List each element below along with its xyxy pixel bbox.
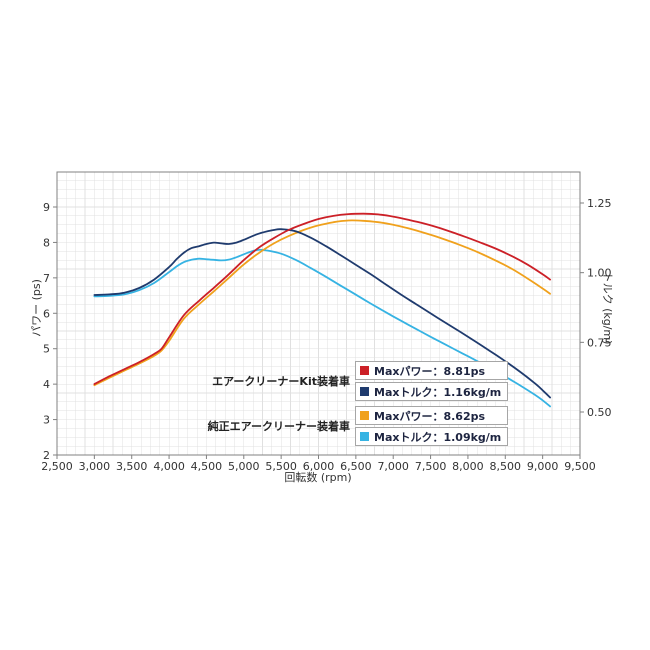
y-right-tick-label: 0.75 (587, 336, 612, 349)
y-right-tick-label: 1.00 (587, 267, 612, 280)
y-right-tick-labels: 1.25 1.00 0.75 0.50 (587, 197, 612, 419)
x-tick-label: 4,500 (191, 460, 223, 473)
y-left-axis-title: パワー (ps) (30, 279, 43, 337)
y-left-tick-label: 5 (43, 343, 50, 356)
legend: エアークリーナーKit装着車 Maxパワー：8.81ps Maxトルク：1.16… (198, 361, 509, 446)
x-tick-label: 3,000 (79, 460, 111, 473)
y-left-tick-labels: 9 8 7 6 5 4 3 2 (43, 201, 50, 462)
series-curve-0 (93, 248, 551, 408)
x-tick-labels: 2,500 3,000 3,500 4,000 4,500 5,000 5,500 6,000… (41, 460, 596, 473)
legend-group-kit-label: エアークリーナーKit装着車 (212, 375, 350, 388)
y-left-tick-label: 3 (43, 414, 50, 427)
x-tick-label: 6,500 (340, 460, 372, 473)
x-tick-label: 3,500 (116, 460, 148, 473)
legend-item-stock-power: Maxパワー：8.62ps (355, 406, 509, 425)
legend-item-stock-torque-label: Maxトルク：1.09kg/m (374, 430, 502, 444)
y-left-tick-label: 7 (43, 272, 50, 285)
legend-item-stock-power-label: Maxパワー：8.62ps (374, 409, 486, 423)
legend-item-kit-power: Maxパワー：8.81ps (355, 361, 509, 380)
x-tick-label: 8,500 (490, 460, 522, 473)
y-left-tick-label: 6 (43, 307, 50, 320)
legend-group-stock-label: 純正エアークリーナー装着車 (207, 420, 350, 433)
y-left-tick-label: 2 (43, 449, 50, 462)
x-tick-label: 9,500 (564, 460, 596, 473)
y-left-tick-label: 4 (43, 378, 50, 391)
legend-item-stock-torque: Maxトルク：1.09kg/m (355, 427, 509, 446)
series-curves (93, 212, 551, 408)
x-tick-label: 7,500 (415, 460, 447, 473)
series-curve-3 (93, 212, 551, 385)
y-right-tick-label: 0.50 (587, 406, 612, 419)
x-tick-label: 4,000 (153, 460, 185, 473)
x-axis-title: 回転数 (rpm) (284, 471, 352, 484)
x-tick-label: 7,000 (377, 460, 409, 473)
x-tick-label: 5,500 (265, 460, 297, 473)
x-tick-label: 6,000 (303, 460, 335, 473)
kit-power-swatch-icon (360, 366, 369, 375)
x-tick-label: 5,000 (228, 460, 260, 473)
x-tick-label: 9,000 (527, 460, 559, 473)
kit-torque-swatch-icon (360, 387, 369, 396)
legend-item-kit-torque: Maxトルク：1.16kg/m (355, 382, 509, 401)
y-right-tick-label: 1.25 (587, 197, 612, 210)
stock-torque-swatch-icon (360, 432, 369, 441)
y-left-tick-label: 9 (43, 201, 50, 214)
y-left-tick-label: 8 (43, 236, 50, 249)
legend-group-stock: 純正エアークリーナー装着車 Maxパワー：8.62ps Maxトルク：1.09k… (198, 406, 509, 446)
x-tick-label: 2,500 (41, 460, 73, 473)
axis-ticks (53, 202, 584, 459)
y-right-axis-title: トルク (kg/m) (601, 271, 614, 345)
legend-item-kit-torque-label: Maxトルク：1.16kg/m (374, 385, 502, 399)
series-curve-1 (93, 219, 551, 387)
stock-power-swatch-icon (360, 411, 369, 420)
legend-group-kit: エアークリーナーKit装着車 Maxパワー：8.81ps Maxトルク：1.16… (198, 361, 509, 401)
x-tick-label: 8,000 (452, 460, 484, 473)
legend-item-kit-power-label: Maxパワー：8.81ps (374, 364, 486, 378)
